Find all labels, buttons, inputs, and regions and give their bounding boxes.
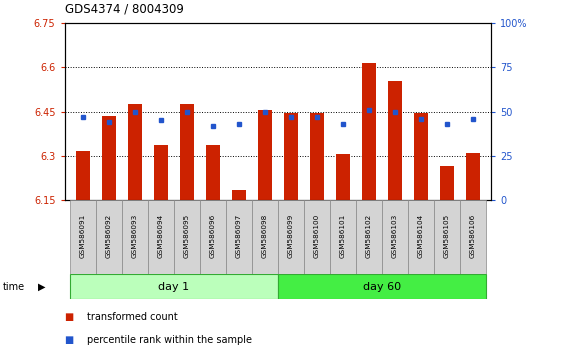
Bar [408, 200, 434, 274]
Text: GSM586096: GSM586096 [210, 213, 215, 258]
Text: GSM586101: GSM586101 [340, 213, 346, 258]
Bar [154, 145, 168, 200]
Bar [76, 152, 90, 200]
Bar [122, 200, 148, 274]
Bar [439, 166, 454, 200]
Text: GSM586100: GSM586100 [314, 213, 320, 258]
Bar [381, 200, 408, 274]
Text: GSM586093: GSM586093 [132, 213, 137, 258]
Bar [70, 200, 96, 274]
Bar [252, 200, 278, 274]
Text: GSM586098: GSM586098 [261, 213, 268, 258]
Text: GSM586097: GSM586097 [236, 213, 242, 258]
Bar [310, 113, 324, 200]
Bar [232, 190, 246, 200]
Bar [361, 63, 376, 200]
Bar [335, 154, 350, 200]
Bar [257, 110, 272, 200]
Bar [434, 200, 459, 274]
Bar [388, 81, 402, 200]
Text: GSM586094: GSM586094 [158, 213, 164, 258]
Bar [413, 113, 428, 200]
Bar [278, 274, 486, 299]
Text: GSM586095: GSM586095 [183, 213, 190, 258]
Bar [174, 200, 200, 274]
Text: GSM586106: GSM586106 [470, 213, 476, 258]
Text: percentile rank within the sample: percentile rank within the sample [87, 335, 252, 345]
Text: GSM586102: GSM586102 [366, 213, 372, 258]
Bar [304, 200, 330, 274]
Text: day 60: day 60 [362, 282, 401, 292]
Bar [148, 200, 174, 274]
Bar [96, 200, 122, 274]
Bar [70, 274, 278, 299]
Bar [127, 104, 142, 200]
Text: GSM586105: GSM586105 [444, 213, 450, 258]
Text: ■: ■ [65, 335, 73, 345]
Text: transformed count: transformed count [87, 312, 178, 322]
Text: GSM586099: GSM586099 [288, 213, 294, 258]
Bar [278, 200, 304, 274]
Bar [283, 113, 298, 200]
Text: ■: ■ [65, 312, 73, 322]
Bar [226, 200, 252, 274]
Bar [466, 153, 480, 200]
Bar [330, 200, 356, 274]
Bar [459, 200, 486, 274]
Text: GSM586104: GSM586104 [418, 213, 424, 258]
Bar [180, 104, 194, 200]
Text: GSM586091: GSM586091 [80, 213, 86, 258]
Text: time: time [3, 282, 25, 292]
Bar [102, 116, 116, 200]
Text: ▶: ▶ [38, 282, 45, 292]
Text: GSM586092: GSM586092 [105, 213, 112, 258]
Text: GDS4374 / 8004309: GDS4374 / 8004309 [65, 3, 183, 16]
Bar [200, 200, 226, 274]
Bar [356, 200, 381, 274]
Text: day 1: day 1 [158, 282, 189, 292]
Bar [205, 145, 220, 200]
Text: GSM586103: GSM586103 [392, 213, 398, 258]
